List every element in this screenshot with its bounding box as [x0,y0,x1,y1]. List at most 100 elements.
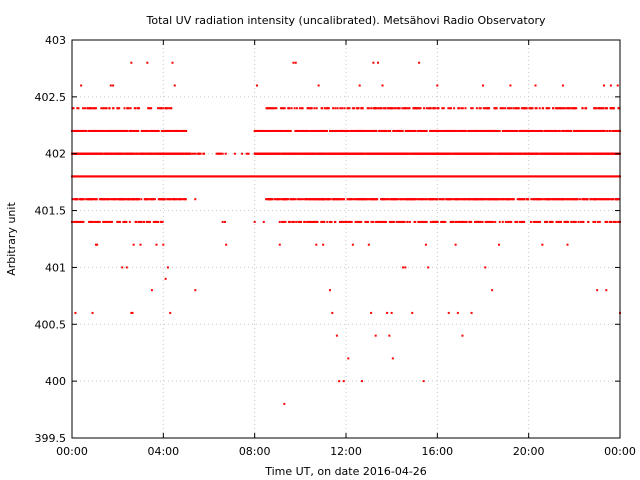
data-point [101,152,104,155]
data-point [271,107,274,110]
data-point [463,198,466,201]
data-point [387,198,390,201]
data-point [149,220,152,223]
data-point [614,220,617,223]
data-point [115,129,118,132]
data-point [460,107,463,110]
data-point [130,311,133,314]
data-point [77,220,80,223]
data-point [558,129,561,132]
data-point [406,220,409,223]
data-point [564,198,567,201]
data-point [83,107,86,110]
data-point [538,152,541,155]
data-point [329,198,332,201]
data-point [90,107,93,110]
data-point [95,220,98,223]
data-point [391,357,394,360]
data-point [512,198,515,201]
data-point [511,129,514,132]
data-point [550,198,553,201]
data-point [141,129,144,132]
data-point [180,198,183,201]
data-point [326,107,329,110]
data-point [531,107,534,110]
data-point [101,198,104,201]
data-point [272,107,275,110]
data-point [517,107,520,110]
data-point [417,220,420,223]
y-tick-label: 400.5 [35,318,67,331]
data-point [449,129,452,132]
data-point [164,277,167,280]
data-point [360,220,363,223]
data-point [547,107,550,110]
data-point [314,220,317,223]
data-point [560,107,563,110]
data-point [100,107,103,110]
data-point [78,220,81,223]
data-point [278,243,281,246]
data-point [507,198,510,201]
data-point [425,220,428,223]
data-point [89,107,92,110]
data-point [160,220,163,223]
data-point [605,289,608,292]
data-point [539,220,542,223]
data-point [393,107,396,110]
data-point [297,198,300,201]
data-point [376,61,379,64]
data-point [109,129,112,132]
data-point [131,129,134,132]
data-point [570,129,573,132]
data-point [567,220,570,223]
data-point [91,198,94,201]
data-point [513,129,516,132]
data-point [311,129,314,132]
data-point [337,129,340,132]
data-point [329,289,332,292]
data-point [402,266,405,269]
data-point [466,198,469,201]
data-point [268,129,271,132]
data-point [612,198,615,201]
data-point [217,152,220,155]
data-point [595,198,598,201]
data-point [425,107,428,110]
data-point [343,107,346,110]
data-point [512,107,515,110]
data-point [139,243,142,246]
data-point [478,107,481,110]
data-point [450,198,453,201]
data-point [604,220,607,223]
data-point [351,107,354,110]
x-tick-label: 16:00 [421,445,453,458]
data-point [586,198,589,201]
data-point [603,198,606,201]
data-point [110,220,113,223]
data-point [497,243,500,246]
data-point [549,220,552,223]
data-point [147,107,150,110]
data-point [429,107,432,110]
data-point [462,220,465,223]
data-point [425,129,428,132]
data-point [221,152,224,155]
data-point [80,84,83,87]
data-point [464,129,467,132]
data-point [575,198,578,201]
data-point [471,129,474,132]
data-point [156,220,159,223]
data-point [388,220,391,223]
data-point [498,220,501,223]
data-point [150,198,153,201]
data-point [563,107,566,110]
data-point [416,198,419,201]
data-point [177,198,180,201]
data-point [88,129,91,132]
data-point [351,198,354,201]
data-point [78,129,81,132]
data-point [582,129,585,132]
data-point [416,129,419,132]
data-point [483,198,486,201]
